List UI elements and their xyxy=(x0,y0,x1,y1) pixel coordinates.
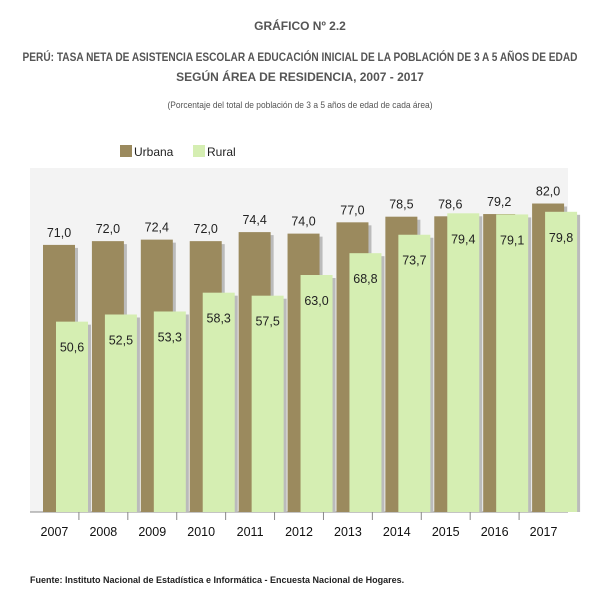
bar-rural-2013 xyxy=(349,253,382,513)
legend-label-urbana: Urbana xyxy=(134,145,174,159)
chart-number: GRÁFICO Nº 2.2 xyxy=(254,18,346,33)
data-label-rural-2012: 63,0 xyxy=(304,294,328,308)
bar-rural-2015 xyxy=(447,213,480,513)
data-label-rural-2016: 79,1 xyxy=(500,233,524,247)
data-label-urbana-2012: 74,0 xyxy=(291,215,315,229)
data-label-urbana-2014: 78,5 xyxy=(389,198,413,212)
bar-rural-2016 xyxy=(496,214,529,513)
x-tick-label-2016: 2016 xyxy=(481,525,509,539)
legend-label-rural: Rural xyxy=(207,145,236,159)
x-tick-label-2011: 2011 xyxy=(237,525,264,539)
x-tick-label-2017: 2017 xyxy=(530,525,558,539)
legend-swatch-urbana xyxy=(120,145,132,157)
data-label-urbana-2013: 77,0 xyxy=(340,203,364,217)
data-label-rural-2017: 79,8 xyxy=(549,231,573,245)
data-label-urbana-2011: 74,4 xyxy=(242,213,266,227)
data-label-rural-2011: 57,5 xyxy=(255,315,279,329)
bar-rural-2009 xyxy=(153,311,186,512)
chart-subtitle: (Porcentaje del total de población de 3 … xyxy=(168,100,433,111)
data-label-rural-2007: 50,6 xyxy=(60,341,84,355)
x-tick-label-2008: 2008 xyxy=(89,525,117,539)
data-label-urbana-2008: 72,0 xyxy=(96,222,120,236)
data-label-urbana-2007: 71,0 xyxy=(47,226,71,240)
bar-rural-2014 xyxy=(398,234,431,512)
legend-swatch-rural xyxy=(193,145,205,157)
source-note: Fuente: Instituto Nacional de Estadístic… xyxy=(30,575,404,585)
chart-title-line1: PERÚ: TASA NETA DE ASISTENCIA ESCOLAR A … xyxy=(23,49,578,64)
data-label-urbana-2009: 72,4 xyxy=(145,221,169,235)
bar-rural-2012 xyxy=(300,274,333,512)
data-label-rural-2008: 52,5 xyxy=(109,333,133,347)
bar-rural-2017 xyxy=(545,211,578,512)
x-tick-label-2012: 2012 xyxy=(285,525,313,539)
bar-rural-2008 xyxy=(104,314,137,512)
x-tick-label-2010: 2010 xyxy=(187,525,215,539)
data-label-urbana-2016: 79,2 xyxy=(487,195,511,209)
data-label-urbana-2017: 82,0 xyxy=(536,185,560,199)
data-label-rural-2013: 68,8 xyxy=(353,272,377,286)
bar-rural-2010 xyxy=(202,292,235,512)
bar-rural-2007 xyxy=(56,321,88,512)
x-tick-label-2015: 2015 xyxy=(432,525,460,539)
data-label-rural-2009: 53,3 xyxy=(158,330,182,344)
x-tick-label-2009: 2009 xyxy=(138,525,166,539)
x-tick-label-2014: 2014 xyxy=(383,525,411,539)
x-tick-label-2013: 2013 xyxy=(334,525,362,539)
data-label-urbana-2015: 78,6 xyxy=(438,197,462,211)
data-label-rural-2015: 79,4 xyxy=(451,232,475,246)
x-ticks: 2007 2008 2009 2010 2011 2012 2013 2014 2015 2016… xyxy=(41,512,558,539)
chart-title-line2: SEGÚN ÁREA DE RESIDENCIA, 2007 - 2017 xyxy=(176,69,424,84)
data-label-rural-2014: 73,7 xyxy=(402,254,426,268)
bars: 71,0 50,6 72,0 52,5 72,4 53,3 72,0 58,3 74,4 57,5… xyxy=(43,185,581,513)
data-label-urbana-2010: 72,0 xyxy=(194,222,218,236)
legend: Urbana Rural xyxy=(120,145,236,159)
data-label-rural-2010: 58,3 xyxy=(207,312,231,326)
bar-rural-2011 xyxy=(251,295,284,512)
x-tick-label-2007: 2007 xyxy=(41,525,69,539)
